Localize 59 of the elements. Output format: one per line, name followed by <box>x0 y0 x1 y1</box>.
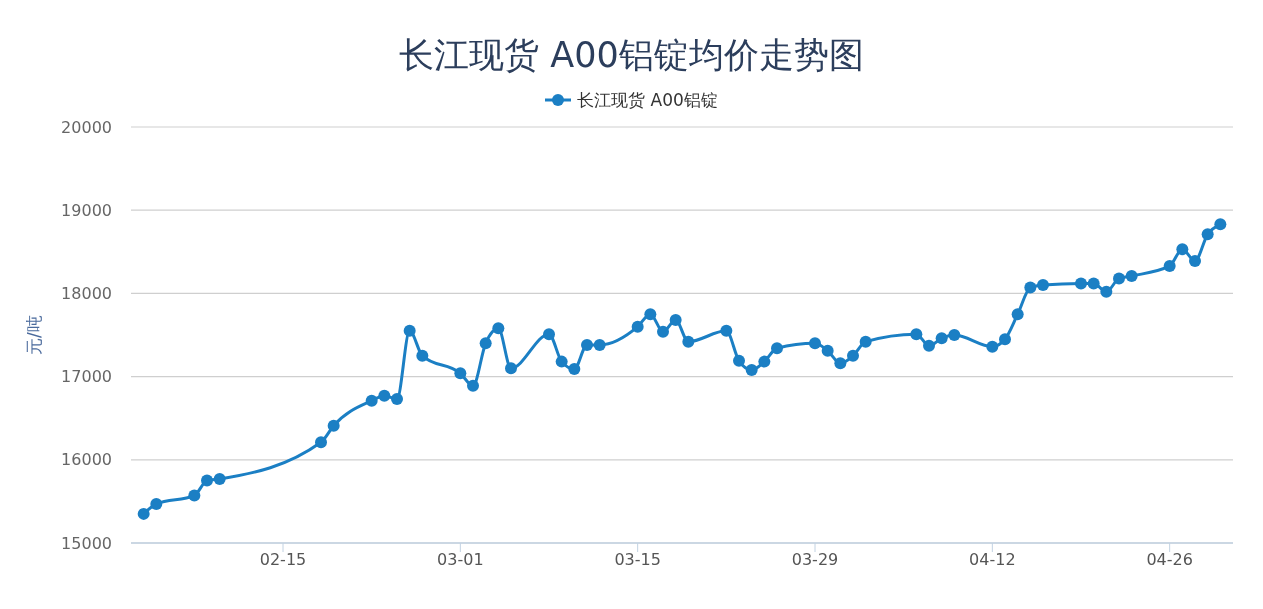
point <box>1087 277 1100 290</box>
x-tick-label: 03-29 <box>791 550 839 570</box>
point <box>581 338 593 351</box>
point <box>631 320 644 333</box>
point <box>733 354 745 367</box>
x-tick-label: 03-01 <box>437 550 484 570</box>
point <box>847 349 859 362</box>
y-tick-label: 18000 <box>61 284 112 304</box>
point <box>479 337 492 350</box>
point <box>1163 259 1176 272</box>
point <box>771 342 783 355</box>
point <box>1037 279 1049 292</box>
point <box>1201 228 1214 241</box>
point <box>1100 285 1113 298</box>
point <box>454 367 467 380</box>
point <box>745 363 758 376</box>
point <box>859 335 872 348</box>
point <box>1075 277 1087 290</box>
point <box>555 355 568 368</box>
point <box>505 362 517 375</box>
x-tick-label: 04-26 <box>1146 550 1193 570</box>
chart-title: 长江现货 A00铝锭均价走势图 <box>398 34 865 77</box>
point <box>669 314 682 327</box>
y-tick-label: 17000 <box>61 367 112 387</box>
point <box>1189 254 1201 267</box>
point <box>986 340 999 353</box>
y-tick-label: 20000 <box>61 117 112 137</box>
point <box>1011 308 1024 321</box>
point <box>682 335 695 348</box>
point <box>1125 269 1138 282</box>
point <box>657 325 669 338</box>
point <box>834 357 847 370</box>
point <box>568 363 581 376</box>
point <box>910 328 923 341</box>
x-tick-label: 04-12 <box>969 550 1016 570</box>
point <box>1214 218 1227 231</box>
point <box>1024 281 1037 294</box>
y-axis-title: 元/吨 <box>24 315 45 355</box>
point <box>809 337 821 350</box>
point <box>948 329 961 341</box>
point <box>923 339 935 352</box>
legend-label: 长江现货 A00铝锭 <box>577 88 718 112</box>
point <box>492 322 505 335</box>
point <box>720 324 733 337</box>
x-tick-label: 03-15 <box>614 550 661 570</box>
point <box>644 308 657 321</box>
point <box>593 338 606 351</box>
y-tick-label: 15000 <box>61 533 112 553</box>
point <box>935 332 948 345</box>
point <box>758 355 771 368</box>
point <box>543 328 555 341</box>
y-tick-label: 16000 <box>61 450 112 470</box>
point <box>467 379 479 392</box>
point <box>821 344 834 357</box>
point <box>1113 272 1125 285</box>
point <box>1176 243 1189 256</box>
point <box>999 333 1011 346</box>
x-tick-label: 02-15 <box>259 550 307 570</box>
y-tick-label: 19000 <box>61 200 112 220</box>
